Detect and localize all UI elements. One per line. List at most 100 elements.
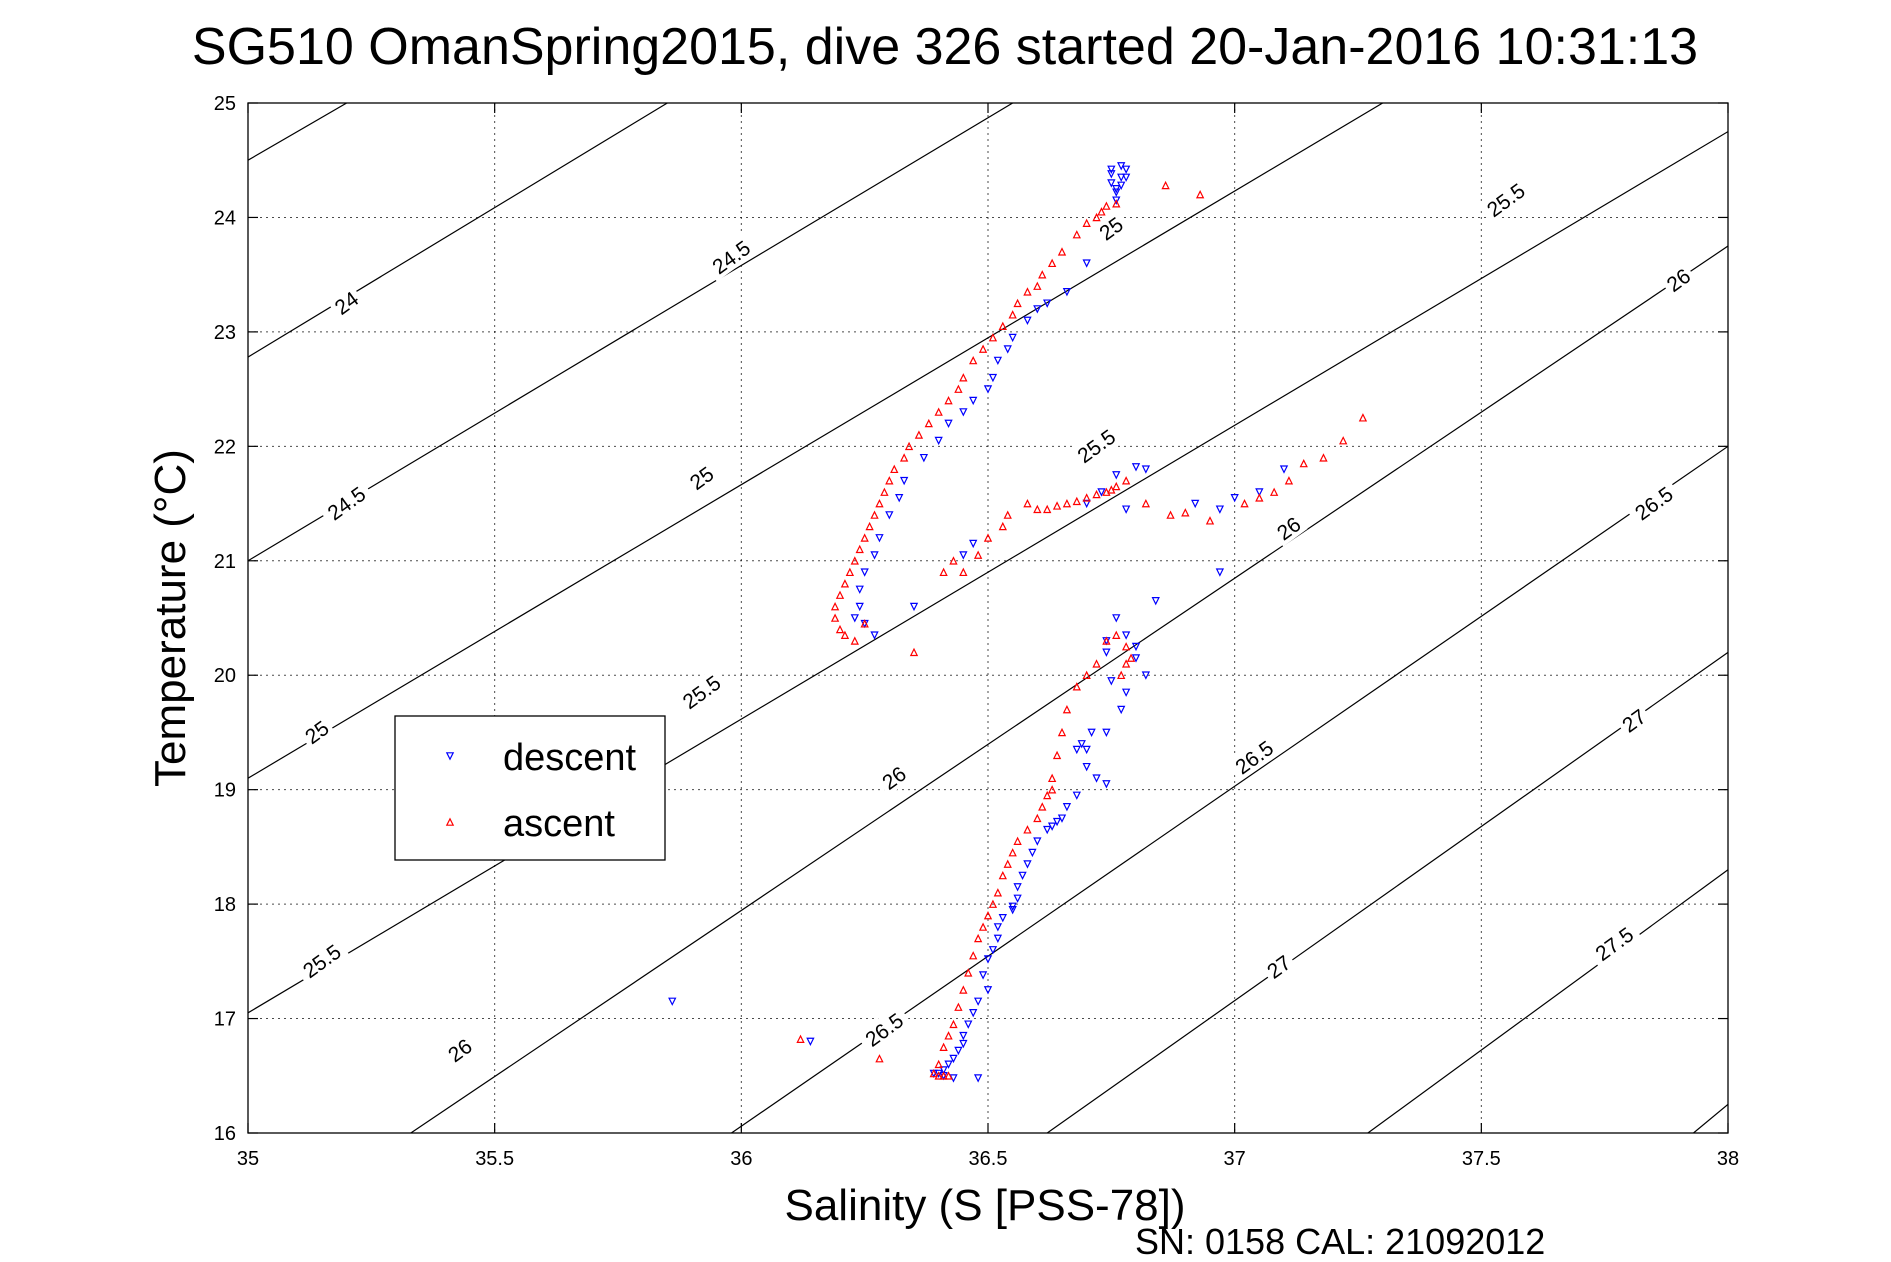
ascent-point: [939, 1071, 948, 1080]
descent-point: [1230, 494, 1239, 503]
ascent-point: [1047, 773, 1057, 783]
descent-point: [1112, 614, 1121, 623]
density-contour-line: [1693, 1103, 1728, 1133]
ascent-point: [899, 453, 909, 462]
ascent-point: [924, 418, 933, 428]
ascent-point: [1033, 504, 1042, 514]
descent-point: [850, 614, 859, 623]
contour-label-background: [1067, 420, 1125, 471]
y-tick-label: 22: [214, 436, 236, 458]
ascent-point: [1023, 287, 1032, 296]
contour-label: 26: [878, 762, 910, 794]
descent-point: [1279, 465, 1289, 474]
descent-point: [1107, 165, 1116, 174]
descent-point: [1008, 333, 1017, 343]
contour-label: 26: [444, 1035, 476, 1067]
chart-title: SG510 OmanSpring2015, dive 326 started 2…: [192, 18, 1698, 76]
descent-point: [959, 551, 968, 560]
density-contour-line: [248, 103, 1013, 562]
descent-point: [1107, 677, 1116, 686]
ascent-point: [1023, 825, 1032, 834]
descent-point: [1062, 288, 1072, 297]
ascent-point: [1255, 493, 1264, 502]
axes-frame: [247, 102, 1729, 1134]
descent-point: [1072, 791, 1081, 800]
ascent-point: [1319, 453, 1328, 462]
ascent-point: [796, 1034, 805, 1043]
y-tick-label: 21: [214, 551, 236, 573]
ascent-point: [1121, 659, 1131, 668]
ascent-point: [1166, 510, 1175, 519]
ascent-point: [934, 1071, 943, 1080]
contour-label-background: [1625, 477, 1682, 528]
descent-point: [1003, 345, 1012, 354]
legend-marker-descent: [445, 752, 455, 761]
ascent-point: [835, 590, 845, 599]
y-tick-label: 18: [214, 894, 236, 916]
ascent-point: [1102, 201, 1111, 210]
ascent-point: [850, 636, 859, 645]
density-contour-line: [248, 103, 668, 358]
descent-point: [949, 1054, 958, 1064]
descent-point: [1102, 780, 1111, 789]
descent-point: [959, 1031, 968, 1041]
ascent-point: [954, 384, 963, 393]
descent-point: [1112, 471, 1121, 480]
ascent-point: [855, 544, 864, 554]
descent-point: [993, 923, 1003, 932]
descent-point: [1112, 185, 1121, 194]
ascent-point: [904, 441, 914, 451]
ascent-point: [1126, 653, 1136, 662]
ascent-point: [944, 1031, 953, 1040]
descent-point: [1107, 179, 1116, 188]
descent-point: [1033, 305, 1042, 314]
descent-point: [899, 476, 909, 486]
descent-point: [1191, 499, 1200, 509]
ascent-point: [929, 1068, 938, 1078]
contour-label-background: [317, 477, 375, 528]
y-tick-label: 20: [214, 665, 236, 687]
descent-point: [969, 1009, 978, 1018]
descent-point: [895, 494, 904, 503]
ascent-point: [934, 1059, 943, 1069]
descent-point: [1102, 648, 1111, 657]
ascent-point: [1102, 636, 1111, 645]
y-tick-label: 17: [214, 1009, 236, 1031]
x-tick-label: 38: [1717, 1148, 1739, 1170]
contour-label-background: [702, 231, 759, 282]
ascent-point: [1121, 642, 1131, 651]
descent-point: [1013, 883, 1022, 892]
contour-label-background: [682, 459, 721, 497]
descent-point: [934, 436, 943, 446]
y-tick-label: 24: [214, 207, 236, 229]
ascent-point: [885, 476, 894, 485]
descent-point: [1131, 463, 1141, 472]
legend-box: [394, 715, 666, 861]
descent-point: [1112, 188, 1121, 197]
ascent-point: [1008, 848, 1017, 857]
ascent-point: [969, 951, 978, 960]
descent-point: [1121, 505, 1131, 514]
ascent-point: [998, 321, 1007, 330]
contour-label-background: [1658, 261, 1698, 299]
density-contour-line: [410, 245, 1728, 1133]
ascent-point: [1072, 682, 1081, 691]
ascent-point: [964, 968, 973, 977]
descent-point: [1023, 860, 1032, 869]
descent-point: [1028, 848, 1037, 858]
descent-point: [870, 551, 879, 560]
density-contour-line: [248, 103, 1383, 779]
descent-point: [1121, 631, 1131, 640]
ascent-point: [969, 355, 978, 365]
ascent-point: [978, 922, 988, 931]
contour-label-background: [1614, 701, 1653, 739]
ascent-point: [944, 396, 953, 405]
ascent-point: [1043, 790, 1052, 800]
ascent-point: [1033, 813, 1042, 823]
descent-point: [988, 373, 998, 383]
contour-label-background: [1225, 731, 1282, 782]
contour-label: 26: [1663, 265, 1695, 297]
descent-point: [1082, 259, 1091, 268]
